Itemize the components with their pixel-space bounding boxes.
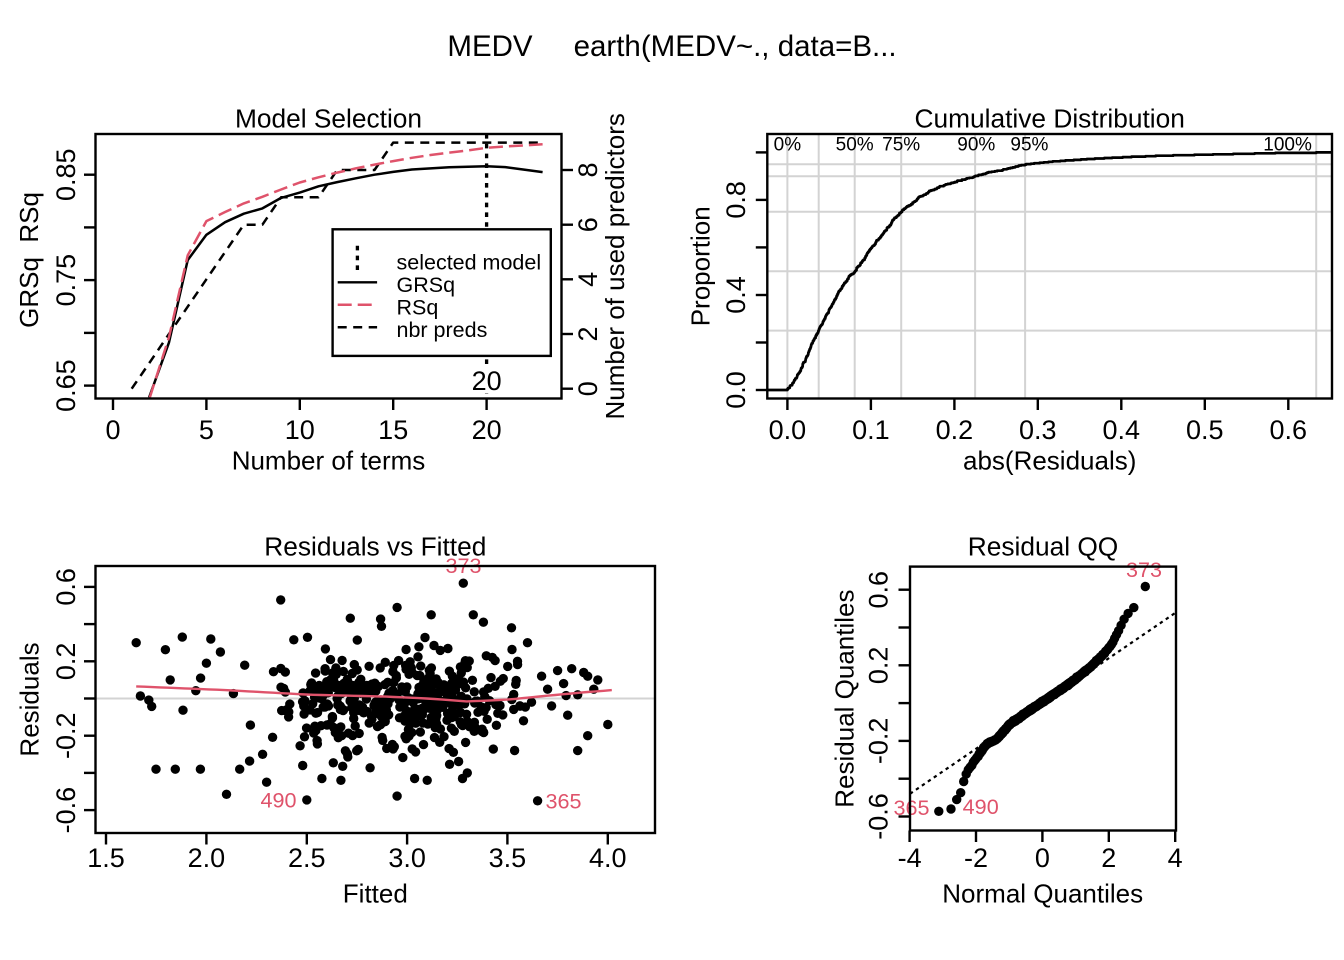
svg-text:2.0: 2.0 xyxy=(188,843,226,873)
svg-text:90%: 90% xyxy=(957,135,995,156)
svg-text:50%: 50% xyxy=(836,135,874,156)
svg-text:Cumulative Distribution: Cumulative Distribution xyxy=(915,104,1185,134)
svg-text:0.0: 0.0 xyxy=(769,415,807,445)
svg-text:-0.6: -0.6 xyxy=(51,787,81,834)
svg-text:0.2: 0.2 xyxy=(936,415,974,445)
svg-text:0%: 0% xyxy=(774,135,802,156)
svg-text:4: 4 xyxy=(573,272,603,287)
svg-text:-0.2: -0.2 xyxy=(51,712,81,759)
svg-text:Proportion: Proportion xyxy=(686,206,716,326)
svg-text:selected model: selected model xyxy=(397,251,542,275)
svg-text:365: 365 xyxy=(545,789,581,814)
svg-text:365: 365 xyxy=(893,795,929,820)
svg-text:0.6: 0.6 xyxy=(863,571,893,609)
svg-text:10: 10 xyxy=(285,415,315,445)
svg-text:0.75: 0.75 xyxy=(51,254,81,307)
svg-text:75%: 75% xyxy=(882,135,920,156)
svg-text:0: 0 xyxy=(1035,843,1050,873)
svg-text:0.4: 0.4 xyxy=(721,276,751,314)
svg-text:Fitted: Fitted xyxy=(343,879,408,909)
svg-text:0.6: 0.6 xyxy=(51,568,81,606)
svg-text:0.65: 0.65 xyxy=(51,359,81,412)
svg-text:0.2: 0.2 xyxy=(51,643,81,681)
svg-text:5: 5 xyxy=(199,415,214,445)
svg-text:0.0: 0.0 xyxy=(721,371,751,409)
svg-text:Residual Quantiles: Residual Quantiles xyxy=(830,589,860,807)
svg-text:0: 0 xyxy=(105,415,120,445)
svg-text:nbr preds: nbr preds xyxy=(397,318,488,342)
svg-text:95%: 95% xyxy=(1010,135,1048,156)
svg-text:8: 8 xyxy=(573,162,603,177)
svg-text:MEDV earth(MEDV~., data=B.: MEDV earth(MEDV~., data=B... xyxy=(447,30,896,63)
svg-text:2: 2 xyxy=(573,326,603,341)
svg-text:20: 20 xyxy=(472,415,502,445)
svg-text:0.4: 0.4 xyxy=(1103,415,1141,445)
svg-text:GRSq: GRSq xyxy=(397,273,456,297)
svg-text:Residuals vs Fitted: Residuals vs Fitted xyxy=(264,532,486,562)
svg-text:0.1: 0.1 xyxy=(852,415,890,445)
svg-text:-0.6: -0.6 xyxy=(863,793,893,840)
svg-text:0: 0 xyxy=(573,381,603,396)
svg-text:Normal Quantiles: Normal Quantiles xyxy=(942,879,1143,909)
svg-text:Number of terms: Number of terms xyxy=(232,446,426,476)
svg-text:4: 4 xyxy=(1168,843,1183,873)
svg-text:100%: 100% xyxy=(1263,135,1312,156)
svg-text:Residual QQ: Residual QQ xyxy=(968,532,1119,562)
svg-text:-4: -4 xyxy=(898,843,922,873)
svg-text:0.2: 0.2 xyxy=(863,647,893,685)
svg-text:373: 373 xyxy=(1126,557,1162,582)
svg-text:-2: -2 xyxy=(964,843,988,873)
svg-text:Number of used predictors: Number of used predictors xyxy=(600,113,630,419)
svg-text:6: 6 xyxy=(573,217,603,232)
svg-text:0.8: 0.8 xyxy=(721,181,751,219)
svg-text:RSq: RSq xyxy=(397,295,439,319)
svg-text:20: 20 xyxy=(472,366,502,396)
svg-text:2: 2 xyxy=(1101,843,1116,873)
svg-text:2.5: 2.5 xyxy=(288,843,326,873)
svg-text:0.3: 0.3 xyxy=(1019,415,1057,445)
svg-text:0.5: 0.5 xyxy=(1186,415,1224,445)
svg-text:0.6: 0.6 xyxy=(1270,415,1308,445)
svg-text:1.5: 1.5 xyxy=(87,843,125,873)
svg-text:3.5: 3.5 xyxy=(489,843,527,873)
svg-text:3.0: 3.0 xyxy=(388,843,426,873)
svg-text:0.85: 0.85 xyxy=(51,148,81,201)
svg-text:abs(Residuals): abs(Residuals) xyxy=(963,446,1136,476)
svg-text:-0.2: -0.2 xyxy=(863,718,893,765)
svg-text:490: 490 xyxy=(963,794,999,819)
svg-text:15: 15 xyxy=(378,415,408,445)
svg-text:Model Selection: Model Selection xyxy=(235,104,422,134)
svg-text:4.0: 4.0 xyxy=(589,843,627,873)
svg-text:GRSq RSq: GRSq RSq xyxy=(14,192,44,328)
svg-text:Residuals: Residuals xyxy=(15,642,45,756)
svg-text:490: 490 xyxy=(260,788,296,813)
